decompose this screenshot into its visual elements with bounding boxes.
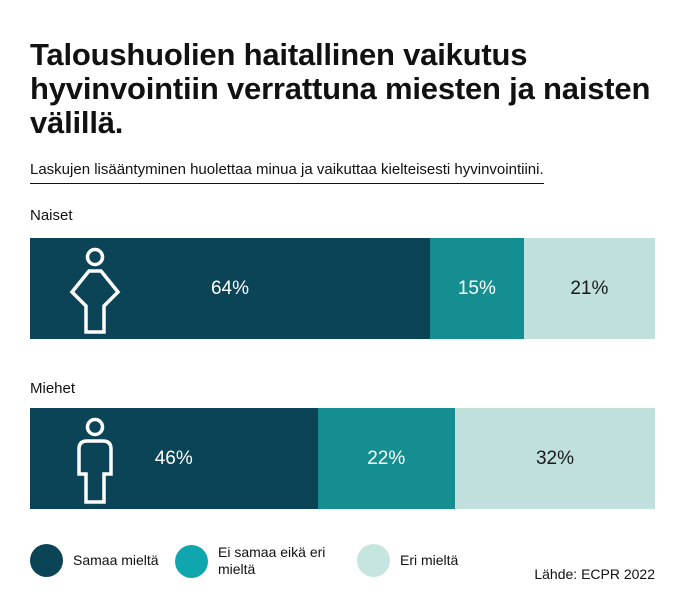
legend-swatch-disagree bbox=[357, 544, 390, 577]
female-person-icon bbox=[65, 238, 125, 339]
bar-segment-agree-naiset: 64% bbox=[30, 238, 430, 339]
legend-item-agree: Samaa mieltä bbox=[30, 544, 183, 577]
legend-swatch-neutral bbox=[175, 544, 208, 578]
chart-subtitle: Laskujen lisääntyminen huolettaa minua j… bbox=[30, 160, 544, 184]
legend-item-disagree: Eri mieltä bbox=[357, 544, 510, 577]
legend-label-disagree: Eri mieltä bbox=[400, 552, 459, 568]
data-label-agree-naiset: 64% bbox=[210, 277, 250, 299]
source-note: Lähde: ECPR 2022 bbox=[534, 566, 655, 582]
bar-segment-disagree-miehet: 32% bbox=[455, 408, 655, 509]
legend-label-neutral: Ei samaa eikä eri mieltä bbox=[218, 544, 326, 577]
data-label-disagree-miehet: 32% bbox=[535, 447, 575, 469]
bar-segment-neutral-miehet: 22% bbox=[317, 408, 455, 509]
bar-segment-disagree-naiset: 21% bbox=[523, 238, 655, 339]
legend-swatch-agree bbox=[30, 544, 63, 577]
group-label-naiset: Naiset bbox=[30, 207, 73, 224]
male-person-icon bbox=[65, 408, 125, 509]
bar-row-naiset: 64% 15% 21% bbox=[30, 238, 655, 339]
chart-title: Taloushuolien haitallinen vaikutus hyvin… bbox=[30, 37, 651, 140]
data-label-agree-miehet: 46% bbox=[154, 447, 193, 469]
data-label-disagree-naiset: 21% bbox=[570, 277, 609, 299]
bar-row-miehet: 46% 22% 32% bbox=[30, 408, 655, 509]
data-label-neutral-naiset: 15% bbox=[457, 277, 496, 299]
bar-segment-neutral-naiset: 15% bbox=[430, 238, 524, 339]
data-label-neutral-miehet: 22% bbox=[367, 447, 406, 469]
legend-item-neutral: Ei samaa eikä eri mieltä bbox=[175, 544, 328, 578]
legend-label-agree: Samaa mieltä bbox=[73, 552, 159, 568]
group-label-miehet: Miehet bbox=[30, 380, 76, 397]
